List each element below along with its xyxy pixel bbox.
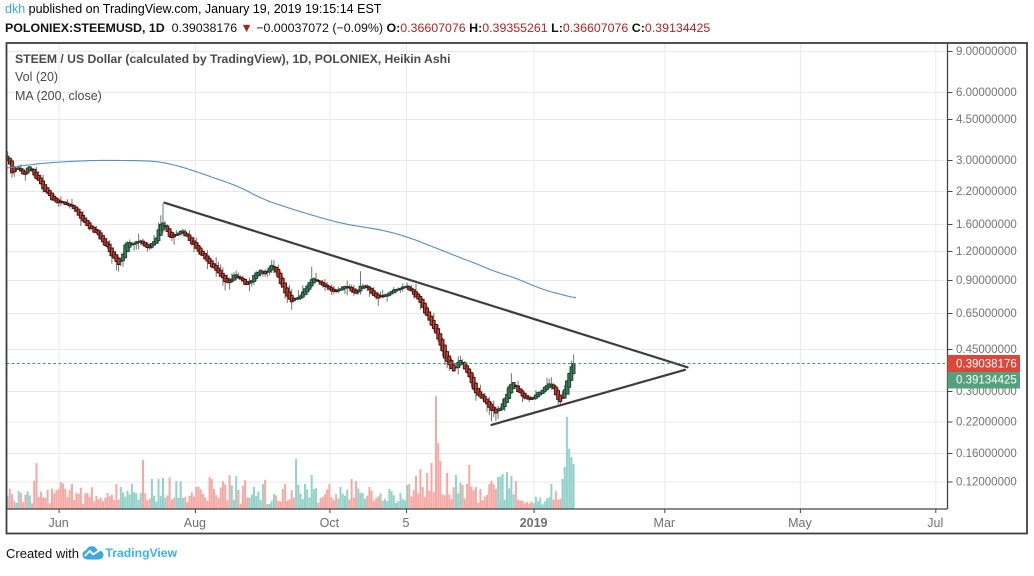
svg-text:4.50000000: 4.50000000: [956, 114, 1017, 126]
svg-text:5: 5: [403, 516, 410, 530]
svg-text:3.00000000: 3.00000000: [956, 155, 1017, 167]
svg-text:0.22000000: 0.22000000: [956, 417, 1017, 429]
svg-text:0.45000000: 0.45000000: [956, 344, 1017, 356]
svg-text:0.39134425: 0.39134425: [956, 375, 1017, 387]
svg-text:Mar: Mar: [654, 516, 676, 530]
svg-text:0.90000000: 0.90000000: [956, 275, 1017, 287]
svg-text:Aug: Aug: [184, 516, 206, 530]
svg-text:0.39038176: 0.39038176: [956, 359, 1017, 371]
svg-text:0.12000000: 0.12000000: [956, 477, 1017, 489]
svg-text:Jun: Jun: [49, 516, 69, 530]
svg-text:0.16000000: 0.16000000: [956, 448, 1017, 460]
svg-text:1.20000000: 1.20000000: [956, 246, 1017, 258]
svg-text:Oct: Oct: [320, 516, 340, 530]
svg-text:Jul: Jul: [927, 516, 943, 530]
svg-text:0.30000000: 0.30000000: [956, 386, 1017, 398]
svg-text:1.60000000: 1.60000000: [956, 219, 1017, 231]
svg-text:9.00000000: 9.00000000: [956, 46, 1017, 58]
svg-text:6.00000000: 6.00000000: [956, 87, 1017, 99]
svg-text:2.20000000: 2.20000000: [956, 186, 1017, 198]
svg-text:2019: 2019: [520, 516, 548, 530]
svg-text:0.65000000: 0.65000000: [956, 308, 1017, 320]
svg-text:May: May: [788, 516, 812, 530]
